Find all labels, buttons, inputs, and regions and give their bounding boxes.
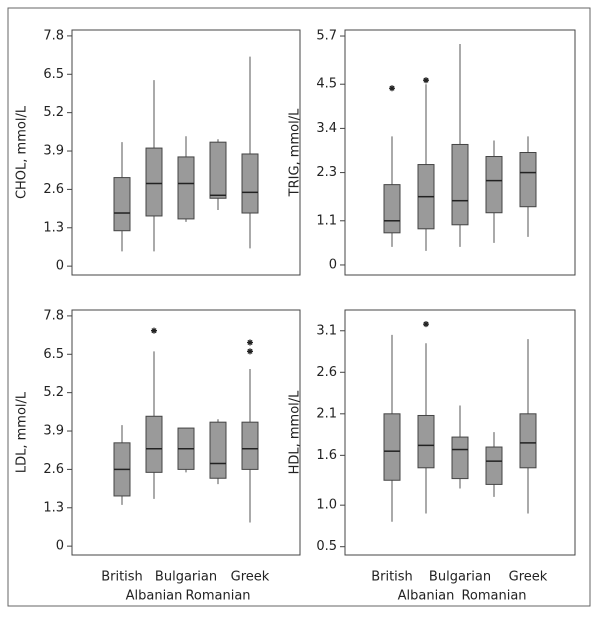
y-tick-label: 6.5 [43,347,64,362]
figure-border [7,7,591,607]
x-tick-label: Greek [231,570,270,585]
y-tick-label: 5.2 [43,105,64,120]
y-tick-label: 2.6 [43,462,64,477]
y-tick-label: 1.1 [316,213,337,228]
y-tick-label: 3.9 [43,424,64,439]
box [241,421,259,470]
plot-frame [71,29,301,276]
y-tick-label: 1.3 [43,500,64,515]
y-axis-label: CHOL, mmol/L [15,105,30,199]
y-tick-label: 0 [329,257,337,272]
outlier [151,327,157,334]
y-tick-label: 1.3 [43,220,64,235]
box [417,414,435,469]
x-tick-label: Albanian [398,589,455,604]
box [241,153,259,214]
y-tick-label: 0 [56,259,64,274]
y-tick-label: 2.3 [316,165,337,180]
y-tick-label: 3.4 [316,121,337,136]
y-tick-label: 1.6 [316,448,337,463]
outlier [423,321,429,328]
x-tick-label: British [101,570,143,585]
box [485,446,503,485]
box [383,184,401,234]
outlier [423,77,429,84]
y-tick-label: 3.1 [316,323,337,338]
y-tick-label: 7.8 [43,308,64,323]
y-tick-label: 2.6 [43,182,64,197]
x-tick-label: British [371,570,413,585]
outlier [247,348,253,355]
y-axis-label: HDL, mmol/L [288,390,303,475]
box [519,152,537,208]
box [451,143,469,226]
y-axis-label: TRIG, mmol/L [288,108,303,197]
y-tick-label: 7.8 [43,28,64,43]
x-tick-label: Bulgarian [429,570,491,585]
y-axis-label: LDL, mmol/L [15,391,30,473]
box [113,177,131,232]
box [177,156,195,220]
plot-frame [344,29,576,276]
plot-frame [71,309,301,556]
x-tick-label: Bulgarian [155,570,217,585]
box [485,156,503,214]
y-tick-label: 0 [56,539,64,554]
box [519,413,537,469]
y-tick-label: 1.0 [316,498,337,513]
box [209,421,227,479]
x-tick-label: Romanian [185,589,250,604]
y-tick-label: 4.5 [316,77,337,92]
y-tick-label: 6.5 [43,67,64,82]
plot-frame [344,309,576,556]
y-tick-label: 3.9 [43,144,64,159]
y-tick-label: 5.2 [43,385,64,400]
box [451,436,469,480]
x-tick-label: Albanian [126,589,183,604]
y-tick-label: 2.1 [316,406,337,421]
box [209,141,227,199]
outlier [247,339,253,346]
y-tick-label: 5.7 [316,29,337,44]
y-tick-label: 0.5 [316,539,337,554]
box [145,415,163,473]
box [383,413,401,481]
x-tick-label: Greek [509,570,548,585]
box [145,147,163,217]
y-tick-label: 2.6 [316,365,337,380]
outlier [389,85,395,92]
x-tick-label: Romanian [461,589,526,604]
